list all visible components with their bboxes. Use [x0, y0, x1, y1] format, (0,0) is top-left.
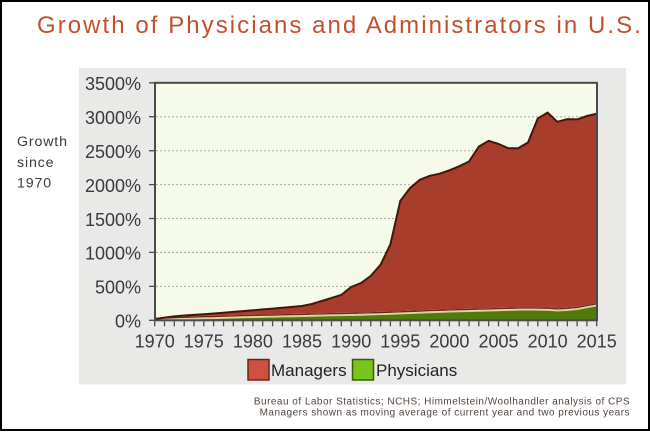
svg-text:0%: 0%	[115, 312, 141, 332]
svg-text:1990: 1990	[331, 332, 371, 352]
svg-text:since: since	[17, 155, 54, 171]
svg-text:3500%: 3500%	[85, 74, 141, 94]
svg-text:1500%: 1500%	[85, 210, 141, 230]
svg-text:1000%: 1000%	[85, 244, 141, 264]
svg-text:1970: 1970	[17, 176, 52, 192]
svg-text:Growth of Physicians and Admin: Growth of Physicians and Administrators …	[37, 12, 643, 39]
svg-text:1975: 1975	[184, 332, 224, 352]
svg-text:500%: 500%	[95, 278, 141, 298]
svg-text:Managers shown as moving avera: Managers shown as moving average of curr…	[260, 408, 630, 419]
svg-text:3000%: 3000%	[85, 108, 141, 128]
svg-text:1980: 1980	[233, 332, 273, 352]
svg-text:Bureau of Labor Statistics; NC: Bureau of Labor Statistics; NCHS; Himmel…	[254, 397, 630, 408]
svg-text:Physicians: Physicians	[376, 361, 457, 380]
svg-text:2010: 2010	[528, 332, 568, 352]
svg-text:2005: 2005	[478, 332, 518, 352]
svg-text:1985: 1985	[282, 332, 322, 352]
svg-text:1995: 1995	[380, 332, 420, 352]
svg-text:2000: 2000	[429, 332, 469, 352]
svg-text:2015: 2015	[577, 332, 617, 352]
svg-text:1970: 1970	[135, 332, 175, 352]
svg-text:Managers: Managers	[271, 361, 347, 380]
svg-text:2000%: 2000%	[85, 176, 141, 196]
svg-text:2500%: 2500%	[85, 142, 141, 162]
svg-text:Growth: Growth	[17, 134, 68, 150]
